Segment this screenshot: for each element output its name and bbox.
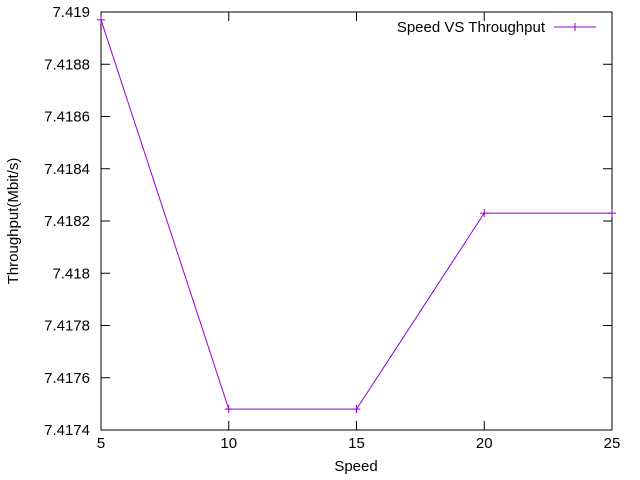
x-tick-label: 25 [604, 435, 621, 452]
data-point-marker [480, 209, 489, 218]
y-tick-label: 7.4176 [44, 370, 90, 387]
x-tick-label: 10 [220, 435, 237, 452]
x-tick-label: 20 [476, 435, 493, 452]
data-point-marker [608, 209, 616, 218]
y-tick-label: 7.4182 [44, 213, 90, 230]
y-tick-label: 7.418 [52, 265, 90, 282]
legend: Speed VS Throughput [397, 19, 596, 36]
legend-marker [571, 23, 579, 31]
y-tick-label: 7.4188 [44, 56, 90, 73]
data-point-marker [224, 405, 233, 414]
y-tick-label: 7.4178 [44, 318, 90, 335]
data-point-marker [97, 15, 105, 24]
x-tick-label: 15 [348, 435, 365, 452]
y-tick-label: 7.4184 [44, 161, 90, 178]
x-tick-label: 5 [97, 435, 105, 452]
series-layer [97, 15, 616, 414]
y-tick-label: 7.419 [52, 4, 90, 21]
y-tick-label: 7.4186 [44, 109, 90, 126]
y-axis-label: Throughput(Mbit/s) [5, 158, 22, 285]
x-axis-label: Speed [334, 458, 377, 475]
data-point-marker [352, 405, 361, 414]
y-tick-label: 7.4174 [44, 422, 90, 439]
series-line [100, 19, 612, 410]
y-axis: 7.4174 7.4176 7.4178 7.418 7.4182 7.4184 7.418… [44, 4, 612, 439]
plot-frame [100, 11, 613, 431]
legend-label: Speed VS Throughput [397, 19, 546, 36]
x-axis: 5 10 15 20 25 [97, 12, 621, 452]
